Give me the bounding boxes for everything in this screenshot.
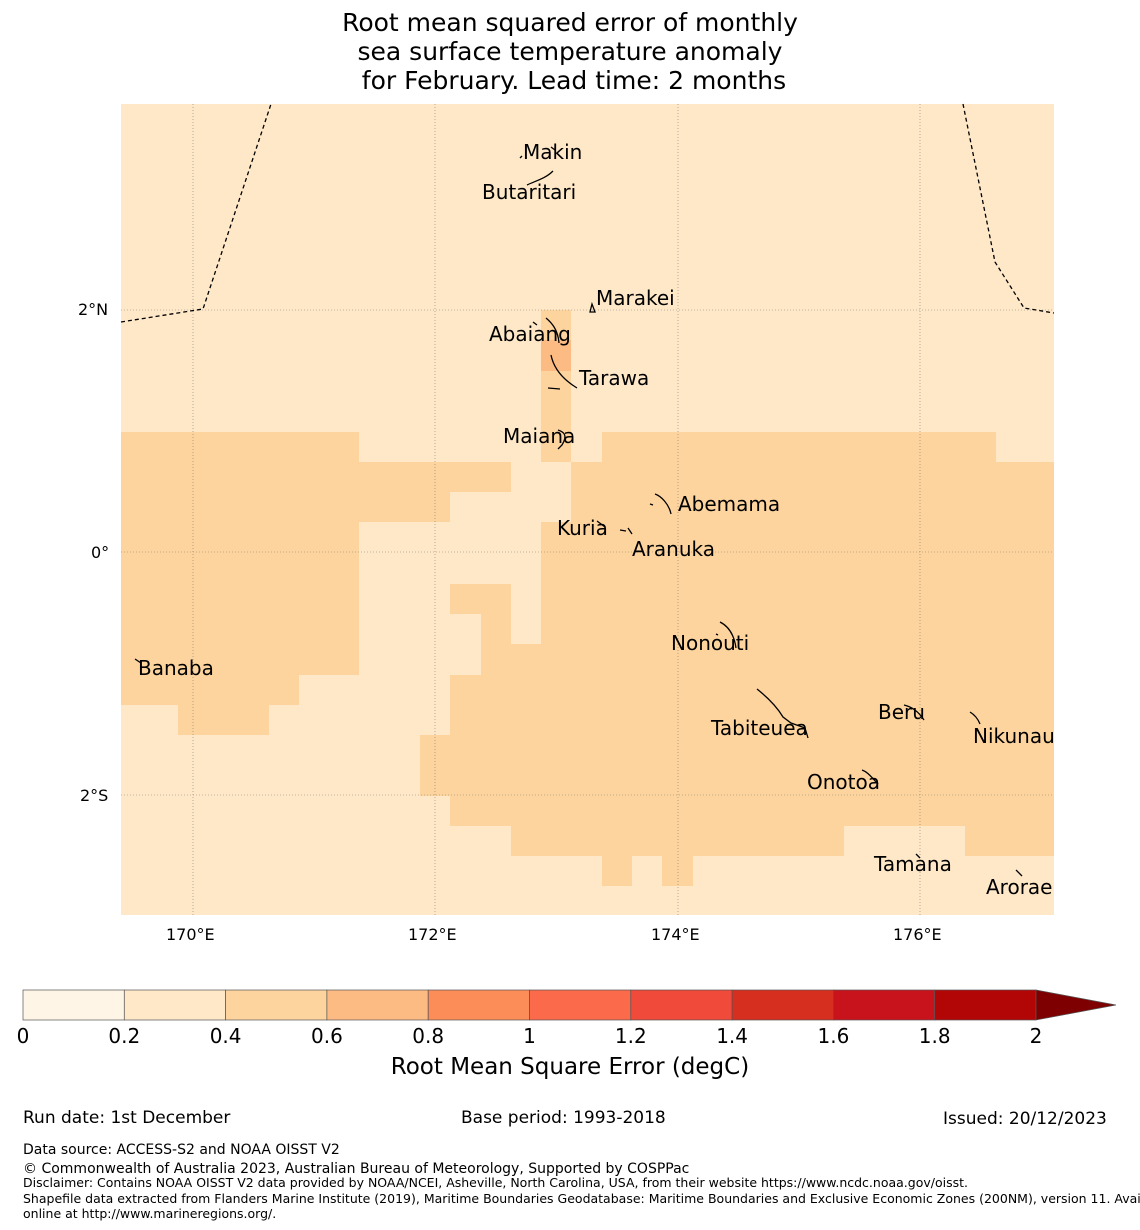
colorbar-swatch xyxy=(225,989,328,1021)
colorbar-swatch xyxy=(731,989,834,1021)
colorbar-tick-label: 0.2 xyxy=(108,1024,141,1048)
title-line-1: Root mean squared error of monthly xyxy=(342,8,798,37)
colorbar-swatch xyxy=(934,989,1037,1021)
label-abaiang: Abaiang xyxy=(489,322,571,346)
cell-region xyxy=(541,522,1054,644)
cell-region xyxy=(450,796,1054,826)
colorbar-tick-label: 2 xyxy=(1029,1024,1043,1048)
cell-region xyxy=(121,432,359,675)
cell-region xyxy=(481,614,511,675)
cell-region xyxy=(511,826,844,856)
disclaimer: Disclaimer: Contains NOAA OISST V2 data … xyxy=(23,1175,968,1190)
cell-region xyxy=(450,584,511,614)
shapefile-credit-1: Shapefile data extracted from Flanders M… xyxy=(23,1191,1140,1206)
colorbar-tick-label: 0.8 xyxy=(412,1024,445,1048)
colorbar-tick-label: 0.6 xyxy=(310,1024,343,1048)
colorbar-swatches xyxy=(22,989,1117,1021)
label-abemama: Abemama xyxy=(678,492,780,516)
colorbar-tick-label: 1.8 xyxy=(918,1024,951,1048)
colorbar-swatch xyxy=(427,989,530,1021)
base-period: Base period: 1993-2018 xyxy=(461,1108,666,1128)
lon-label-170e: 170°E xyxy=(166,925,215,944)
eez-boundary xyxy=(120,103,1055,323)
cell-region xyxy=(602,856,632,886)
colorbar-tick-label: 1.6 xyxy=(817,1024,850,1048)
coastlines xyxy=(134,146,1023,877)
cell-region xyxy=(602,432,996,462)
lat-label-2n: 2°N xyxy=(78,300,109,319)
label-nonouti: Nonouti xyxy=(671,631,749,655)
cell-region xyxy=(420,735,1054,796)
colorbar-swatch xyxy=(326,989,429,1021)
cell-region xyxy=(450,675,1054,735)
label-arorae: Arorae xyxy=(986,875,1052,899)
cell-region xyxy=(511,644,1054,675)
rmse-map: Makin Butaritari Marakei Abaiang Tarawa … xyxy=(120,103,1055,915)
copyright: © Commonwealth of Australia 2023, Austra… xyxy=(23,1161,690,1177)
title-line-2: sea surface temperature anomaly xyxy=(357,37,783,66)
colorbar-label: Root Mean Square Error (degC) xyxy=(390,1054,750,1080)
lat-label-0: 0° xyxy=(91,543,110,562)
label-marakei: Marakei xyxy=(596,286,675,310)
label-makin: Makin xyxy=(523,140,582,164)
colorbar-tick-label: 1.2 xyxy=(614,1024,647,1048)
colorbar-tick-label: 0.4 xyxy=(209,1024,242,1048)
cell-region xyxy=(571,492,1054,522)
lon-label-176e: 176°E xyxy=(893,925,942,944)
map-title: Root mean squared error of monthly sea s… xyxy=(0,8,1140,95)
title-line-3: for February. Lead time: 2 months xyxy=(353,66,787,95)
gridlines xyxy=(121,104,1054,915)
colorbar-swatch xyxy=(22,989,125,1021)
label-tarawa: Tarawa xyxy=(578,366,649,390)
cell-region xyxy=(965,826,1054,856)
colorbar-swatch xyxy=(123,989,226,1021)
colorbar-tick-label: 0 xyxy=(16,1024,30,1048)
lat-label-2s: 2°S xyxy=(80,786,109,805)
label-onotoa: Onotoa xyxy=(807,770,880,794)
label-beru: Beru xyxy=(878,700,925,724)
colorbar-extend-arrow xyxy=(1035,989,1117,1021)
label-kuria: Kuria xyxy=(557,516,608,540)
label-tabiteuea: Tabiteuea xyxy=(710,716,808,740)
label-tamana: Tamana xyxy=(873,852,952,876)
label-butaritari: Butaritari xyxy=(482,180,576,204)
colorbar-swatch xyxy=(630,989,733,1021)
label-maiana: Maiana xyxy=(503,424,575,448)
colorbar-tick-label: 1.4 xyxy=(716,1024,748,1048)
colorbar-tick-label: 1 xyxy=(523,1024,536,1048)
cell-region xyxy=(121,675,299,705)
issued-date: Issued: 20/12/2023 xyxy=(943,1109,1107,1129)
label-banaba: Banaba xyxy=(138,656,214,680)
run-date: Run date: 1st December xyxy=(23,1108,231,1128)
cell-region xyxy=(571,462,1054,492)
shapefile-credit-2: online at http://www.marineregions.org/. xyxy=(23,1206,277,1221)
colorbar-swatch xyxy=(833,989,936,1021)
data-source: Data source: ACCESS-S2 and NOAA OISST V2 xyxy=(23,1142,340,1158)
colorbar xyxy=(22,989,1117,1021)
label-nikunau: Nikunau xyxy=(973,724,1055,748)
colorbar-swatch xyxy=(529,989,632,1021)
lon-label-172e: 172°E xyxy=(408,925,457,944)
rmse-cells xyxy=(121,310,1054,886)
cell-region xyxy=(541,310,571,462)
island-labels: Makin Butaritari Marakei Abaiang Tarawa … xyxy=(138,140,1055,899)
label-aranuka: Aranuka xyxy=(632,537,715,561)
cell-region-high xyxy=(541,340,571,371)
lon-label-174e: 174°E xyxy=(651,925,700,944)
cell-region xyxy=(662,856,693,886)
